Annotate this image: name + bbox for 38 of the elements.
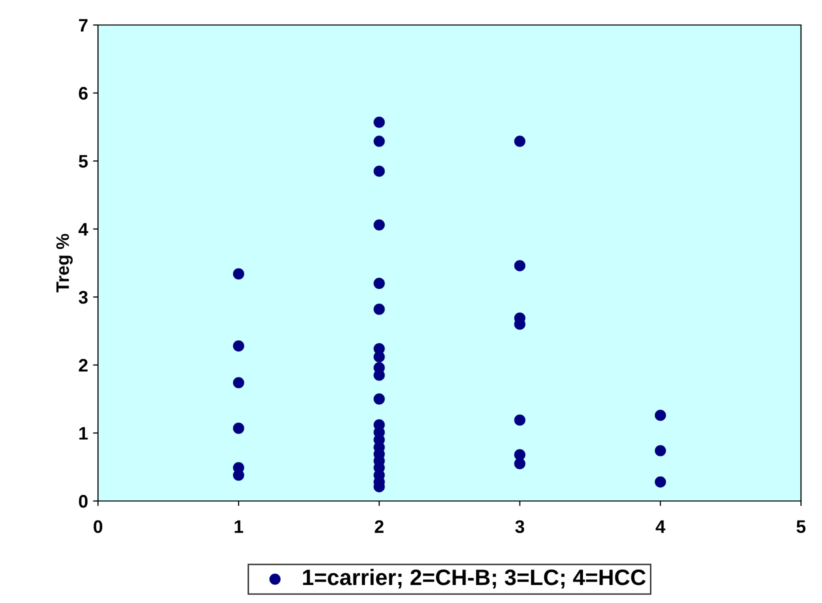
point bbox=[374, 136, 385, 147]
y-tick-label: 5 bbox=[78, 155, 88, 168]
point bbox=[374, 116, 385, 128]
y-tick-label: 4 bbox=[78, 223, 88, 236]
point bbox=[654, 445, 666, 456]
x-tick-label: 4 bbox=[656, 520, 666, 533]
y-tick-label: 7 bbox=[79, 19, 88, 32]
point bbox=[374, 166, 385, 177]
y-tick-label: 6 bbox=[78, 86, 88, 100]
point bbox=[232, 422, 244, 434]
point bbox=[514, 414, 526, 426]
point bbox=[514, 449, 526, 460]
point bbox=[232, 377, 244, 388]
x-tick-label: 5 bbox=[796, 520, 806, 534]
point bbox=[654, 410, 666, 421]
y-tick-label: 0 bbox=[78, 494, 88, 508]
x-tick-label: 2 bbox=[374, 520, 384, 533]
x-tick-label: 0 bbox=[94, 520, 102, 534]
y-axis-title: Treg % bbox=[56, 234, 73, 292]
point bbox=[514, 136, 526, 147]
point bbox=[514, 260, 526, 272]
point bbox=[374, 219, 385, 231]
point bbox=[232, 268, 244, 280]
point bbox=[374, 393, 385, 405]
y-tick-label: 2 bbox=[78, 358, 88, 372]
x-tick-label: 1 bbox=[234, 520, 244, 533]
point bbox=[654, 476, 666, 488]
x-tick-label: 3 bbox=[515, 520, 524, 534]
point bbox=[374, 304, 385, 315]
y-tick-label: 1 bbox=[79, 427, 88, 440]
legend-label: 1=carrier; 2=CH-B; 3=LC; 4=HCC bbox=[303, 568, 646, 588]
point bbox=[232, 340, 244, 352]
point bbox=[374, 351, 385, 362]
point bbox=[374, 370, 385, 381]
point bbox=[374, 278, 385, 290]
point bbox=[232, 470, 244, 481]
point bbox=[514, 458, 526, 470]
y-tick-label: 3 bbox=[78, 290, 88, 304]
